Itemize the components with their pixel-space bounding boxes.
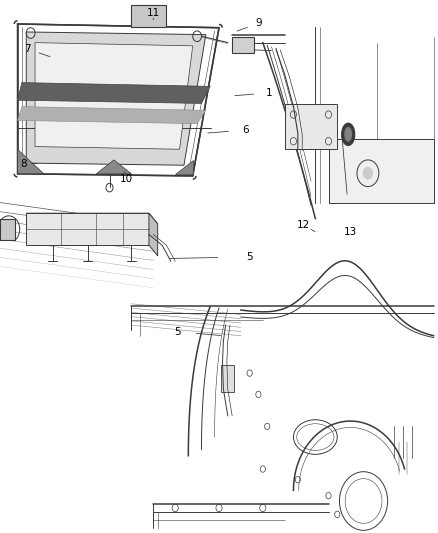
Polygon shape (175, 160, 193, 174)
Polygon shape (26, 32, 206, 165)
Text: 13: 13 (344, 227, 357, 237)
Polygon shape (26, 213, 158, 224)
Polygon shape (96, 160, 131, 174)
Text: 7: 7 (24, 44, 31, 54)
FancyBboxPatch shape (285, 104, 337, 149)
Text: 6: 6 (242, 125, 249, 135)
Circle shape (363, 167, 373, 180)
Ellipse shape (344, 127, 352, 142)
Polygon shape (18, 83, 210, 103)
Text: 10: 10 (120, 174, 133, 184)
Polygon shape (26, 213, 149, 245)
FancyBboxPatch shape (328, 139, 434, 203)
Polygon shape (18, 107, 206, 124)
FancyBboxPatch shape (131, 5, 166, 27)
Polygon shape (149, 213, 158, 256)
FancyBboxPatch shape (0, 219, 15, 240)
Polygon shape (18, 149, 44, 174)
FancyBboxPatch shape (221, 365, 234, 392)
Ellipse shape (342, 123, 355, 146)
Text: 5: 5 (174, 327, 181, 336)
Text: 8: 8 (20, 159, 27, 169)
Text: 5: 5 (246, 252, 253, 262)
Text: 1: 1 (266, 88, 273, 98)
Polygon shape (35, 43, 193, 149)
FancyBboxPatch shape (232, 37, 254, 53)
Text: 12: 12 (297, 221, 310, 230)
Text: 9: 9 (255, 19, 262, 28)
Text: 11: 11 (147, 8, 160, 18)
